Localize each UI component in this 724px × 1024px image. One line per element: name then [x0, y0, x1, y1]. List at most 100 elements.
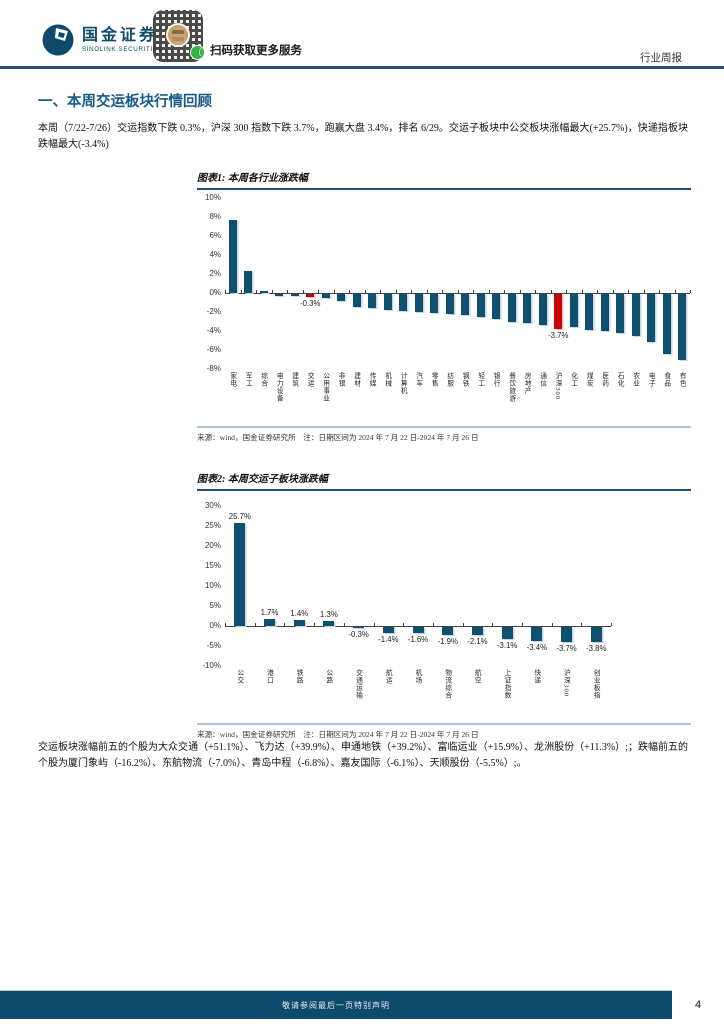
axis-tick — [343, 623, 345, 626]
bar-铁路 — [293, 620, 305, 626]
summary-paragraph: 本周（7/22-7/26）交运指数下跌 0.3%，沪深 300 指数下跌 3.7… — [38, 123, 688, 150]
bar-机械 — [383, 294, 392, 311]
bar-交运 — [306, 294, 315, 297]
bar-非银 — [337, 294, 346, 301]
axis-tick — [225, 290, 226, 293]
axis-tick — [318, 290, 319, 293]
bar-物流综合 — [442, 627, 454, 635]
wechat-icon: （ — [190, 45, 205, 60]
category-label: 轻工 — [476, 372, 484, 388]
figure-1-title: 图表1: 本周各行业涨跌幅 — [197, 169, 691, 190]
bar-value-label: -3.7% — [548, 331, 569, 341]
category-label: 港口 — [265, 669, 273, 685]
axis-tick — [364, 290, 366, 293]
plot-area: 25.7% 1.7% 1.4% 1.3% -0.3% -1.4% -1.6% -1.9% -2.… — [225, 506, 613, 666]
y-tick-label: 30% — [204, 501, 221, 510]
bar-value-label: 25.7% — [228, 512, 251, 522]
axis-tick — [550, 290, 552, 293]
bar-机场 — [412, 627, 424, 634]
bar-农业 — [631, 294, 640, 336]
axis-tick — [457, 290, 459, 293]
bar-快递 — [531, 627, 543, 641]
qr-badge-mark — [172, 30, 184, 34]
bar-餐饮旅游 — [507, 294, 516, 322]
bar-value-label: -3.8% — [586, 644, 607, 654]
category-label: 医药 — [600, 372, 608, 388]
figure-1: 图表1: 本周各行业涨跌幅 10% 8% 6% 4% 2% 0% -2% -4% -6% -8% … — [197, 169, 691, 443]
bar-传媒 — [368, 294, 377, 309]
axis-tick — [349, 290, 350, 293]
bar-value-label: -0.3% — [348, 630, 369, 640]
axis-tick — [659, 290, 660, 293]
figure-1-source: 来源：wind，国金证券研究所 注：日期区间为 2024 年 7 月 22 日-… — [197, 433, 479, 442]
bar-银行 — [492, 294, 501, 319]
category-label: 零售 — [430, 372, 438, 388]
bar-上证指数 — [501, 627, 513, 640]
y-tick-label: 2% — [209, 269, 221, 278]
y-tick-label: 4% — [209, 250, 221, 259]
qr-caption: 扫码获取更多服务 — [210, 45, 302, 57]
bar-value-label: -1.4% — [378, 634, 399, 644]
bar-公交 — [234, 523, 246, 626]
axis-tick — [581, 623, 583, 626]
qr-badge-mark2 — [172, 37, 184, 41]
page-number: 4 — [672, 991, 724, 1019]
category-label: 农业 — [631, 372, 639, 388]
bar-食品 — [662, 294, 671, 354]
axis-tick — [254, 623, 256, 626]
axis-tick — [225, 623, 226, 626]
zero-axis-line — [225, 293, 690, 294]
qr-center-badge — [166, 23, 190, 47]
axis-tick — [519, 290, 521, 293]
category-label: 交通运输 — [354, 669, 362, 700]
y-tick-label: -2% — [206, 307, 221, 316]
axis-tick — [271, 290, 273, 293]
bar-医药 — [600, 294, 609, 332]
axis-tick — [504, 290, 505, 293]
category-label: 化工 — [569, 372, 577, 388]
category-label: 食品 — [662, 372, 670, 388]
y-tick-label: 6% — [209, 231, 221, 240]
category-label: 有色 — [678, 372, 686, 388]
y-tick-label: -5% — [206, 641, 221, 650]
bar-综合 — [259, 291, 268, 293]
y-tick-label: -10% — [202, 661, 221, 670]
footer-topline — [0, 990, 672, 991]
industry-change-chart: 10% 8% 6% 4% 2% 0% -2% -4% -6% -8% -0.3% -3.7% 家电军… — [197, 193, 691, 424]
bar-港口 — [264, 619, 276, 626]
category-label: 传媒 — [368, 372, 376, 388]
y-tick-label: 0% — [209, 288, 221, 297]
category-label: 家电 — [228, 372, 236, 388]
qr-code: （ — [153, 10, 205, 62]
bar-value-label: -3.4% — [526, 642, 548, 652]
y-tick-label: 15% — [204, 561, 221, 570]
axis-tick — [333, 290, 335, 293]
zero-axis-line — [225, 626, 612, 627]
category-label: 银行 — [492, 372, 500, 388]
axis-tick — [566, 290, 567, 293]
axis-tick — [284, 623, 286, 626]
plot-area: -0.3% -3.7% — [225, 198, 691, 369]
bar-value-label: -3.1% — [496, 641, 518, 651]
axis-tick — [581, 290, 583, 293]
y-tick-label: 8% — [209, 212, 221, 221]
category-label: 机场 — [413, 669, 421, 685]
brand-name-en: SINOLINK SECURITIES — [82, 46, 163, 53]
bar-建材 — [352, 294, 361, 308]
bar-石化 — [616, 294, 625, 333]
category-label: 物流综合 — [443, 669, 451, 700]
bar-家电 — [228, 219, 237, 293]
footer-disclaimer: 敬请参阅最后一页特别声明 — [282, 1000, 390, 1010]
y-tick-label: -4% — [206, 326, 221, 335]
category-label: 电力设备 — [275, 372, 283, 403]
category-label: 电子 — [647, 372, 655, 388]
bar-value-label: -1.9% — [437, 636, 458, 646]
category-label: 沪深300 — [554, 372, 562, 401]
axis-tick — [240, 290, 242, 293]
figure-2: 图表2: 本周交运子板块涨跌幅 30% 25% 20% 15% 10% 5% 0% -5% -1… — [197, 470, 691, 740]
bar-公用事业 — [321, 294, 330, 298]
category-label: 交运 — [306, 372, 314, 388]
x-axis-labels: 公交 港口 铁路 公路 交通运输 航运 机场 物流综合 航空 上证指数 快递 沪深300 创业板指 — [225, 669, 691, 721]
transport-subsector-chart: 30% 25% 20% 15% 10% 5% 0% -5% -10% 25.7% 1.7% 1.4%… — [197, 501, 691, 721]
